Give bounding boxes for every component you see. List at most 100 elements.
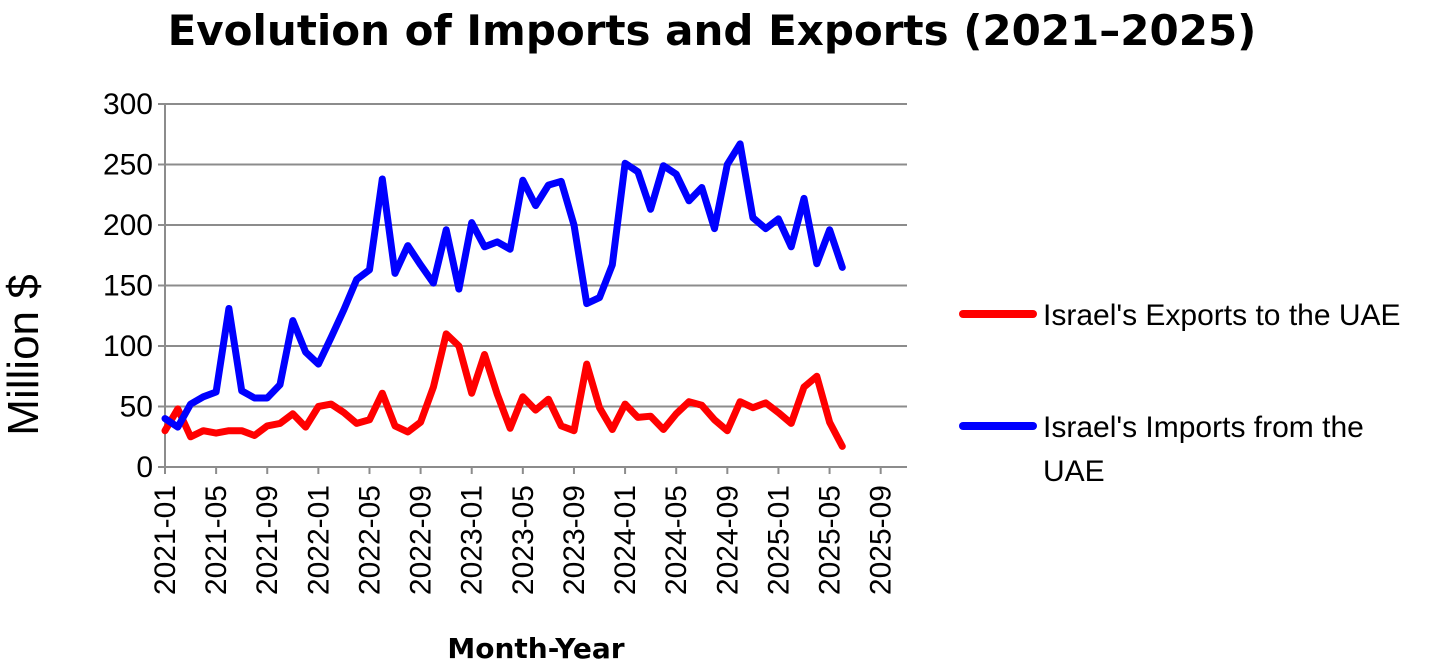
data-point <box>457 344 461 348</box>
data-point <box>700 185 704 189</box>
x-tick-label: 2025-09 <box>865 485 898 595</box>
data-point <box>201 395 205 399</box>
data-point <box>687 400 691 404</box>
data-point <box>291 412 295 416</box>
data-point <box>764 227 768 231</box>
data-point <box>534 204 538 208</box>
x-tick-label: 2021-05 <box>200 485 233 595</box>
data-point <box>227 429 231 433</box>
y-tick-label: 100 <box>103 330 153 363</box>
x-tick-label: 2024-05 <box>660 485 693 595</box>
data-point <box>598 296 602 300</box>
data-point <box>367 268 371 272</box>
x-tick-label: 2023-01 <box>456 485 489 595</box>
data-point <box>240 429 244 433</box>
data-point <box>738 400 742 404</box>
data-point <box>828 228 832 232</box>
data-point <box>534 408 538 412</box>
data-point <box>431 385 435 389</box>
data-point <box>661 427 665 431</box>
x-axis-label: Month-Year <box>447 632 624 662</box>
data-point <box>483 245 486 249</box>
data-point <box>751 216 755 220</box>
data-point <box>674 412 678 416</box>
data-point <box>828 420 832 424</box>
x-tick-label: 2022-01 <box>302 485 335 595</box>
data-point <box>776 217 780 221</box>
y-tick-label: 200 <box>103 209 153 242</box>
data-point <box>840 444 844 448</box>
y-tick-label: 300 <box>103 88 153 121</box>
data-point <box>623 402 627 406</box>
data-point <box>521 178 525 182</box>
data-point <box>585 302 589 306</box>
x-tick-label: 2024-01 <box>609 485 642 595</box>
data-point <box>598 406 602 410</box>
data-point <box>214 431 218 435</box>
data-point <box>661 164 665 168</box>
data-point <box>508 247 512 251</box>
series-lines <box>161 140 846 450</box>
data-point <box>585 362 589 366</box>
data-point <box>508 426 512 430</box>
data-point <box>521 395 525 399</box>
data-point <box>815 262 819 266</box>
legend-label: Israel's Imports from the UAE <box>1043 411 1364 488</box>
x-tick-label: 2021-09 <box>251 485 284 595</box>
x-axis-ticks: 2021-01 2021-05 2021-09 2022-01 2022-05 2022-… <box>149 467 898 595</box>
data-point <box>713 418 717 422</box>
data-point <box>329 336 333 340</box>
data-point <box>406 244 410 248</box>
data-point <box>304 425 308 429</box>
x-tick-label: 2022-09 <box>405 485 438 595</box>
data-point <box>406 430 410 434</box>
data-point <box>291 319 295 323</box>
data-point <box>163 417 167 421</box>
y-tick-label: 250 <box>103 149 153 182</box>
data-point <box>444 228 448 232</box>
data-point <box>189 402 193 406</box>
data-point <box>559 179 563 183</box>
y-tick-label: 50 <box>120 391 153 424</box>
data-point <box>227 306 231 310</box>
series-line-0 <box>161 330 846 450</box>
x-tick-label: 2025-05 <box>814 485 847 595</box>
data-point <box>649 207 653 211</box>
data-point <box>546 397 550 401</box>
data-point <box>687 199 691 203</box>
data-point <box>355 421 359 425</box>
data-point <box>674 172 678 176</box>
legend: Israel's Exports to the UAE Israel's Impo… <box>959 299 1401 488</box>
data-point <box>470 391 474 395</box>
data-point <box>636 415 640 419</box>
data-point <box>789 245 793 249</box>
data-point <box>713 227 717 231</box>
data-point <box>252 396 256 400</box>
data-point <box>342 308 346 312</box>
data-point <box>470 221 474 225</box>
data-point <box>738 142 742 146</box>
data-point <box>393 424 397 428</box>
data-point <box>316 405 320 408</box>
data-point <box>265 424 269 428</box>
x-tick-label: 2022-05 <box>353 485 386 595</box>
data-point <box>636 170 640 174</box>
data-point <box>572 429 576 433</box>
legend-label: Israel's Exports to the UAE <box>1043 299 1401 332</box>
data-point <box>393 271 397 275</box>
data-point <box>815 374 819 378</box>
data-point <box>725 163 729 166</box>
data-point <box>610 263 614 267</box>
data-point <box>623 161 627 165</box>
data-point <box>380 391 384 395</box>
data-point <box>367 418 371 422</box>
data-point <box>240 389 244 393</box>
data-point <box>572 223 576 227</box>
data-point <box>802 385 806 389</box>
data-point <box>355 277 359 281</box>
chart-title: Evolution of Imports and Exports (2021–2… <box>168 6 1257 55</box>
data-point <box>444 332 448 336</box>
x-tick-label: 2025-01 <box>762 485 795 595</box>
data-point <box>776 411 780 415</box>
data-point <box>342 411 346 415</box>
